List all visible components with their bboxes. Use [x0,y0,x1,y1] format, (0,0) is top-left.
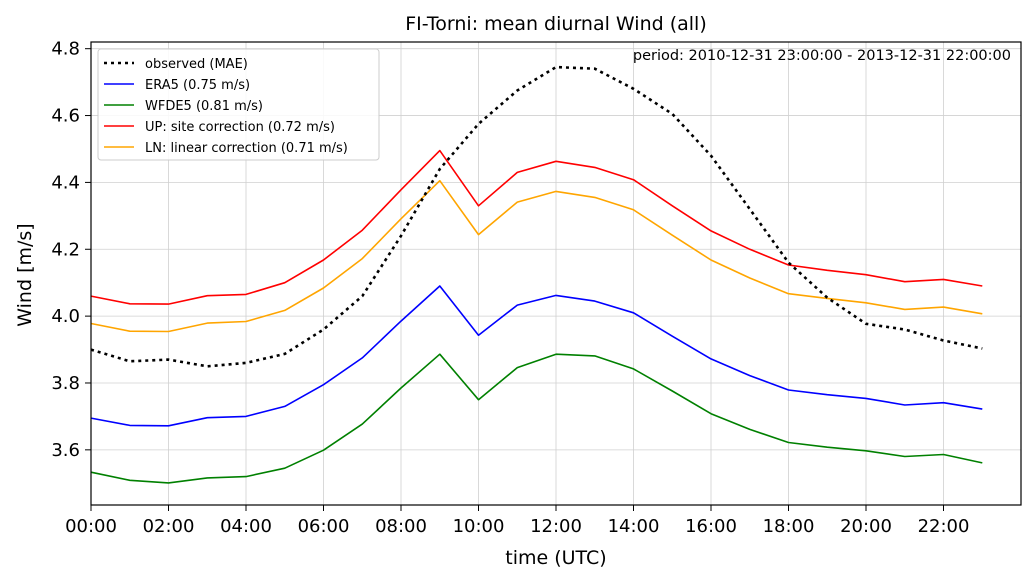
x-tick-label: 00:00 [65,516,117,537]
chart-title: FI-Torni: mean diurnal Wind (all) [405,13,707,35]
x-axis-label: time (UTC) [505,547,606,569]
x-tick-label: 10:00 [453,516,505,537]
x-tick-label: 20:00 [840,516,892,537]
legend-label-4: LN: linear correction (0.71 m/s) [145,141,348,156]
x-tick-label: 02:00 [143,516,195,537]
x-tick-label: 08:00 [375,516,427,537]
series-line-2 [90,353,983,484]
x-tick-label: 12:00 [530,516,582,537]
grid [90,42,1021,505]
x-tick-label: 04:00 [220,516,272,537]
y-tick-label: 3.6 [51,440,80,461]
axis-ticks: 00:00 02:00 04:00 06:00 08:00 10:00 12:00 14:00… [51,39,969,537]
period-annotation: period: 2010-12-31 23:00:00 - 2013-12-31… [633,48,1011,64]
y-tick-label: 3.8 [51,373,80,394]
series-lines [90,65,983,484]
legend-label-0: observed (MAE) [145,57,248,72]
legend-label-3: UP: site correction (0.72 m/s) [145,120,335,135]
y-tick-label: 4.6 [51,106,80,127]
x-tick-label: 18:00 [763,516,815,537]
x-tick-label: 06:00 [298,516,350,537]
y-tick-label: 4.2 [51,239,80,260]
y-tick-label: 4.0 [51,306,80,327]
series-line-0 [90,65,983,368]
legend-label-1: ERA5 (0.75 m/s) [145,78,250,93]
legend-box [97,48,380,161]
legend-label-2: WFDE5 (0.81 m/s) [145,99,263,114]
series-line-4 [90,179,983,333]
series-line-1 [90,285,983,427]
x-tick-label: 14:00 [608,516,660,537]
x-tick-label: 22:00 [918,516,970,537]
y-tick-label: 4.4 [51,172,80,193]
y-axis-label: Wind [m/s] [14,223,36,326]
y-tick-label: 4.8 [51,39,80,60]
series-line-3 [90,149,983,305]
legend: observed (MAE) ERA5 (0.75 m/s) WFDE5 (0.81… [97,48,380,161]
x-tick-label: 16:00 [685,516,737,537]
